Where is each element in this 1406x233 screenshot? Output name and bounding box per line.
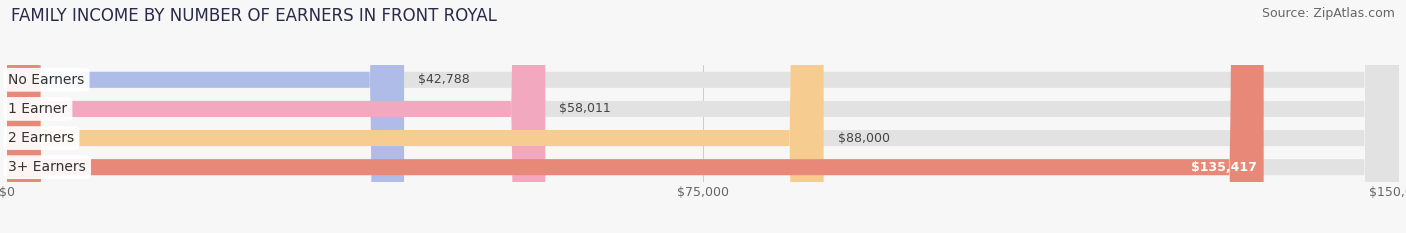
Text: $135,417: $135,417	[1191, 161, 1257, 174]
Text: $42,788: $42,788	[418, 73, 470, 86]
Text: FAMILY INCOME BY NUMBER OF EARNERS IN FRONT ROYAL: FAMILY INCOME BY NUMBER OF EARNERS IN FR…	[11, 7, 498, 25]
FancyBboxPatch shape	[7, 0, 404, 233]
Text: 3+ Earners: 3+ Earners	[8, 160, 86, 174]
Text: Source: ZipAtlas.com: Source: ZipAtlas.com	[1261, 7, 1395, 20]
FancyBboxPatch shape	[7, 0, 546, 233]
Text: $58,011: $58,011	[560, 103, 612, 115]
Text: No Earners: No Earners	[8, 73, 84, 87]
FancyBboxPatch shape	[7, 0, 1399, 233]
Text: 1 Earner: 1 Earner	[8, 102, 67, 116]
FancyBboxPatch shape	[7, 0, 824, 233]
FancyBboxPatch shape	[7, 0, 1399, 233]
Text: 2 Earners: 2 Earners	[8, 131, 75, 145]
FancyBboxPatch shape	[7, 0, 1399, 233]
Text: $88,000: $88,000	[838, 132, 890, 144]
FancyBboxPatch shape	[7, 0, 1399, 233]
FancyBboxPatch shape	[7, 0, 1264, 233]
